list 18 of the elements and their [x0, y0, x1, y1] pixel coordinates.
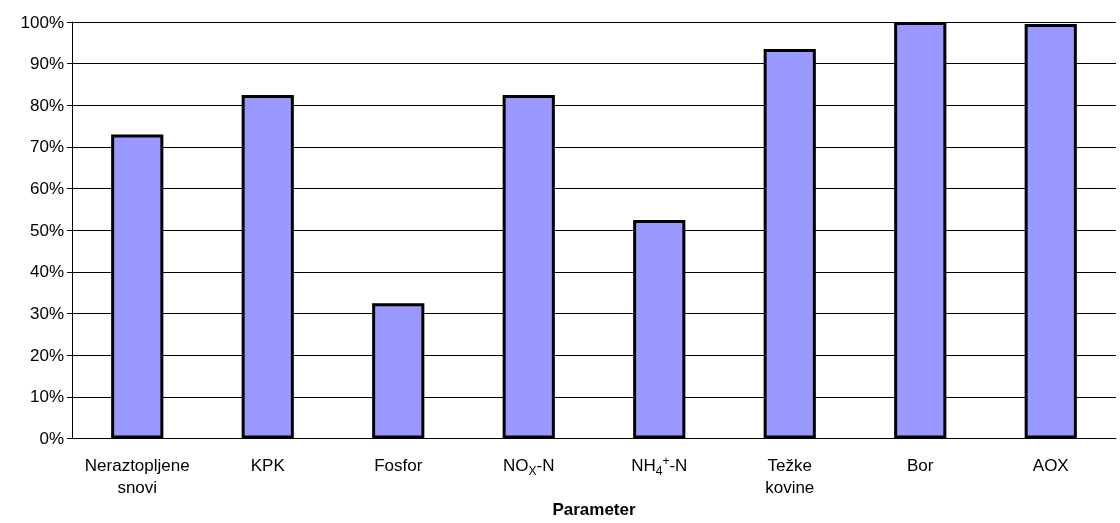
y-tick-label: 80% — [29, 95, 64, 115]
x-tick-label: KPK — [250, 456, 286, 476]
x-axis-title: Parameter — [552, 500, 636, 519]
x-tick-label: Neraztopljene snovi — [84, 456, 190, 498]
y-tick-label: 40% — [29, 262, 64, 282]
x-tick-label: Fosfor — [374, 456, 423, 476]
y-tick-label: 0% — [39, 429, 64, 449]
y-tick-label: 10% — [29, 387, 64, 407]
x-tick-label: AOX — [1032, 456, 1069, 476]
y-tick-label: 60% — [29, 179, 64, 199]
y-tick-label: 30% — [29, 304, 64, 324]
y-tick-label: 20% — [29, 345, 64, 365]
x-tick-label: Težke kovine — [765, 456, 815, 498]
y-tick-label: 100% — [20, 12, 64, 32]
y-tick-label: 50% — [29, 220, 64, 240]
y-tick-label: 90% — [29, 54, 64, 74]
y-tick-label: 70% — [29, 137, 64, 157]
x-tick-label: Bor — [907, 456, 934, 476]
